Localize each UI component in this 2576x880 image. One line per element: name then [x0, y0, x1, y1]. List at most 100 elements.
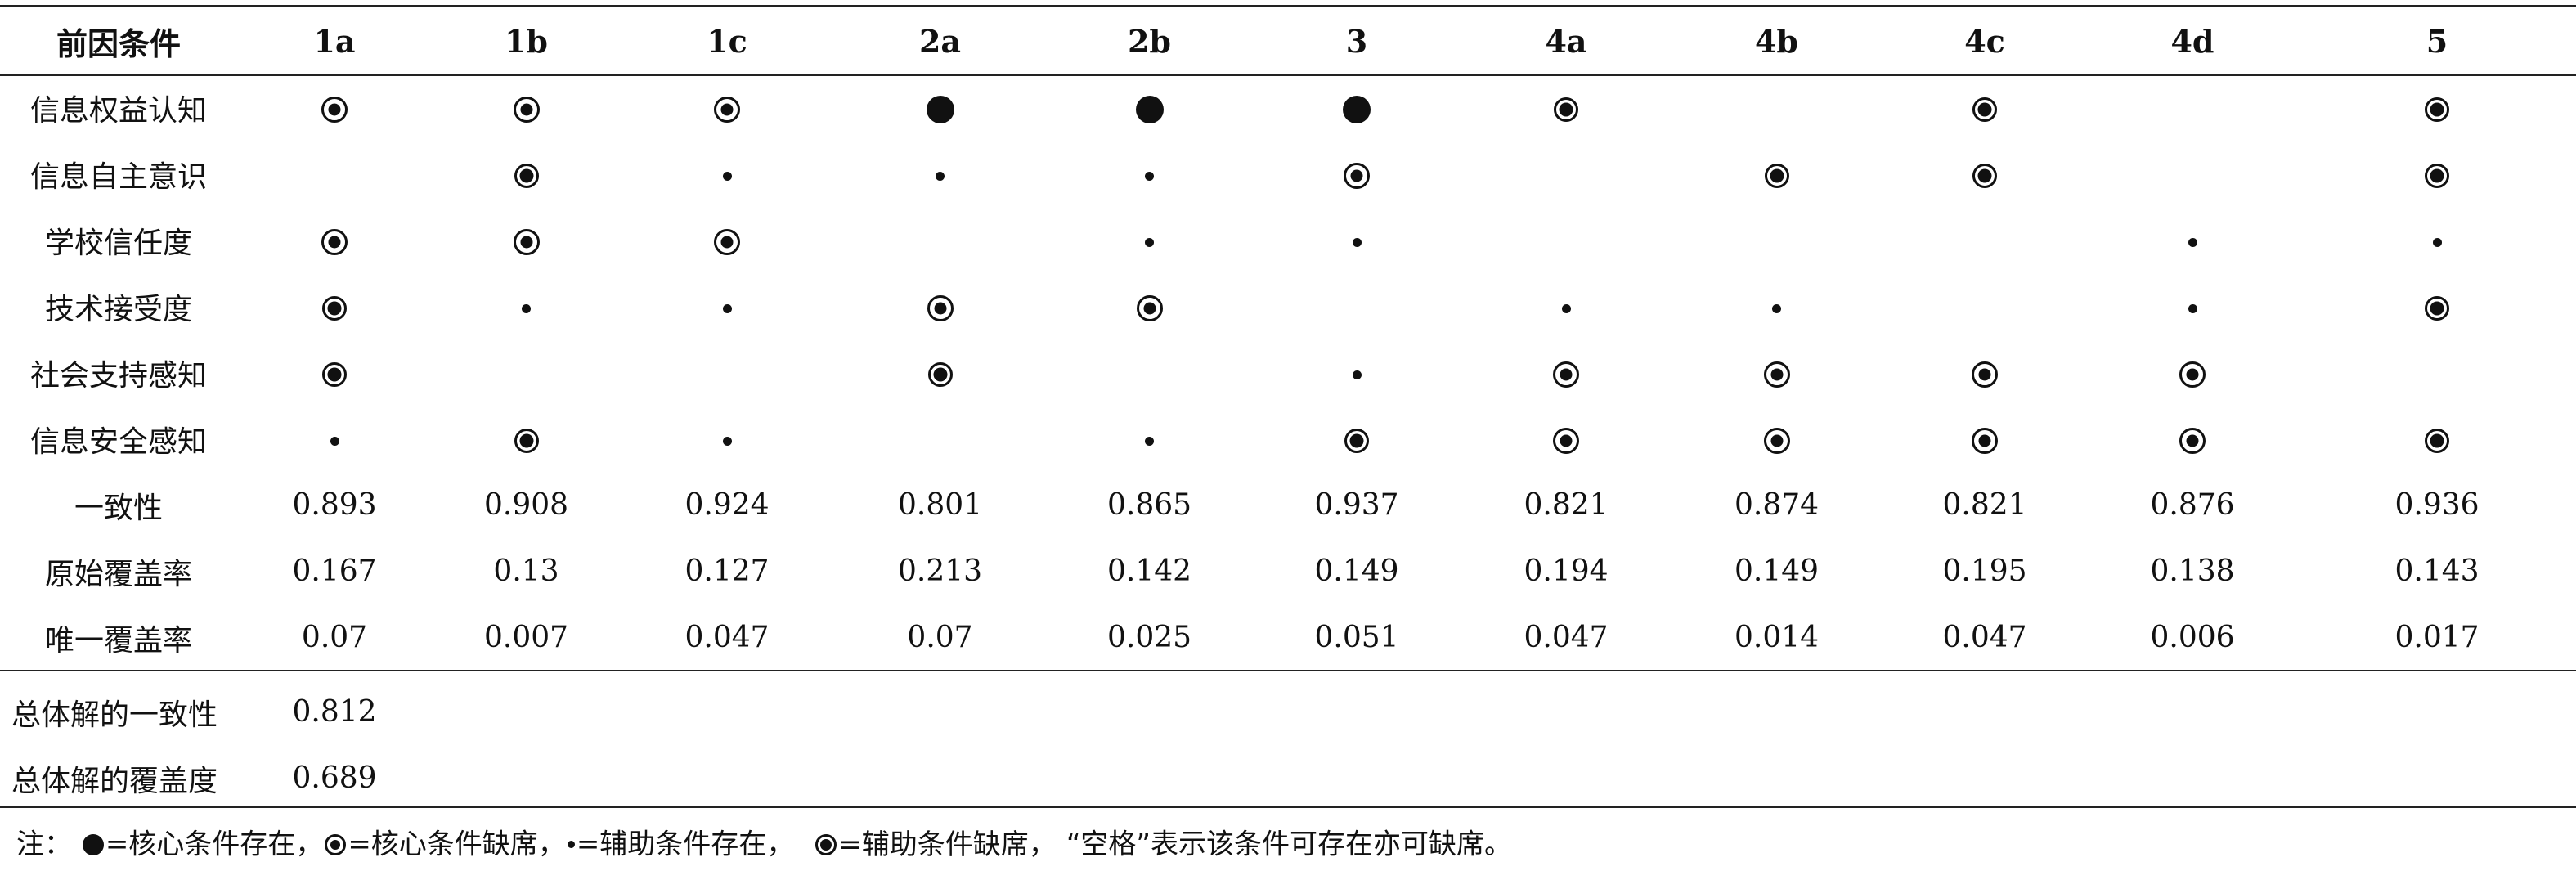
metric-value: 0.936 — [2394, 488, 2480, 522]
peripheral-present-icon — [1352, 237, 1362, 247]
metric-value: 0.194 — [1524, 554, 1609, 588]
header-label: 前因条件 — [56, 25, 181, 62]
peripheral-absent-icon — [1972, 97, 1997, 122]
core-absent-icon — [927, 295, 954, 321]
condition-cell — [1047, 339, 1252, 406]
summary-value: 0.689 — [292, 761, 377, 795]
peripheral-absent-icon — [2425, 429, 2449, 453]
peripheral-absent-icon — [514, 429, 539, 453]
condition-cell — [432, 207, 621, 273]
condition-cell — [2087, 339, 2298, 406]
condition-cell — [621, 74, 833, 141]
peripheral-present-icon — [2188, 237, 2197, 247]
condition-cell — [621, 207, 833, 273]
peripheral-absent-icon — [2425, 164, 2449, 188]
condition-cell — [1047, 273, 1252, 339]
peripheral-absent-icon — [1764, 164, 1789, 188]
metric-label: 一致性 — [74, 491, 163, 525]
condition-cell — [1252, 74, 1461, 141]
peripheral-absent-icon — [322, 296, 347, 321]
empty-cell — [833, 679, 1047, 745]
metric-value: 0.142 — [1106, 554, 1192, 588]
summary-gap — [0, 671, 2576, 679]
metric-value: 0.047 — [1524, 621, 1609, 654]
core-absent-icon — [1763, 361, 1790, 388]
empty-cell — [1883, 745, 2087, 811]
core-absent-icon — [1972, 361, 1998, 388]
condition-cell — [1252, 207, 1461, 273]
metric-row: 原始覆盖率 0.167 0.13 0.127 0.213 0.142 0.149 0.194 0… — [0, 538, 2576, 604]
note-legend-text: =辅助条件存在， — [576, 828, 795, 861]
metric-row: 唯一覆盖率 0.07 0.007 0.047 0.07 0.025 0.051 0.047 0.… — [0, 604, 2576, 671]
peripheral-present-icon — [522, 303, 531, 313]
note-prefix: 注： — [16, 828, 72, 861]
peripheral-absent-icon — [1972, 164, 1997, 188]
metric-value: 0.821 — [1524, 488, 1609, 522]
condition-cell — [621, 141, 833, 207]
condition-cell — [1671, 406, 1883, 472]
core-absent-icon — [1136, 295, 1163, 321]
condition-cell — [1047, 207, 1252, 273]
configuration-table: 前因条件 1a 1b 1c 2a 2b 3 4a 4b 4c 4d 5 信息权益认知 信息自主意识 学校… — [0, 7, 2576, 811]
metric-value: 0.874 — [1734, 488, 1820, 522]
core-absent-icon — [714, 229, 740, 255]
summary-value: 0.812 — [292, 695, 377, 729]
metric-value: 0.047 — [1942, 621, 2027, 654]
condition-cell — [1671, 141, 1883, 207]
condition-cell — [1671, 339, 1883, 406]
core-present-icon — [1135, 96, 1164, 123]
condition-cell — [2087, 207, 2298, 273]
condition-cell — [2298, 406, 2576, 472]
peripheral-present-icon — [722, 436, 732, 446]
core-present-icon — [1343, 96, 1371, 123]
core-absent-icon — [325, 833, 347, 855]
condition-cell — [1883, 74, 2087, 141]
header-row: 前因条件 1a 1b 1c 2a 2b 3 4a 4b 4c 4d 5 — [0, 7, 2576, 74]
condition-cell — [1883, 273, 2087, 339]
peripheral-present-icon — [1352, 370, 1362, 379]
condition-row: 社会支持感知 — [0, 339, 2576, 406]
peripheral-present-icon — [722, 171, 732, 181]
condition-cell — [621, 339, 833, 406]
empty-cell — [1461, 679, 1671, 745]
empty-cell — [432, 745, 621, 811]
condition-label: 技术接受度 — [44, 292, 192, 326]
condition-row: 信息自主意识 — [0, 141, 2576, 207]
summary-row: 总体解的覆盖度 0.689 — [0, 745, 2576, 811]
condition-cell — [1461, 339, 1671, 406]
condition-cell — [621, 406, 833, 472]
condition-cell — [432, 406, 621, 472]
condition-cell — [237, 207, 432, 273]
metric-value: 0.149 — [1314, 554, 1399, 588]
empty-cell — [1047, 679, 1252, 745]
condition-cell — [432, 273, 621, 339]
column-header-4d: 4d — [2170, 22, 2215, 60]
condition-cell — [833, 207, 1047, 273]
condition-cell — [1252, 273, 1461, 339]
empty-cell — [1252, 745, 1461, 811]
peripheral-absent-icon — [815, 833, 837, 855]
metric-value: 0.047 — [684, 621, 770, 654]
summary-row: 总体解的一致性 0.812 — [0, 679, 2576, 745]
metric-value: 0.014 — [1734, 621, 1820, 654]
condition-cell — [833, 74, 1047, 141]
condition-cell — [1883, 141, 2087, 207]
metric-value: 0.007 — [483, 621, 569, 654]
condition-cell — [2298, 273, 2576, 339]
empty-cell — [1883, 679, 2087, 745]
metric-value: 0.13 — [493, 554, 559, 588]
core-absent-icon — [321, 229, 348, 255]
condition-cell — [1461, 74, 1671, 141]
peripheral-absent-icon — [322, 362, 347, 387]
metric-value: 0.025 — [1106, 621, 1192, 654]
empty-cell — [2298, 745, 2576, 811]
metric-value: 0.127 — [684, 554, 770, 588]
column-header-4c: 4c — [1964, 22, 2005, 60]
condition-cell — [237, 273, 432, 339]
condition-label: 信息自主意识 — [29, 159, 207, 194]
condition-cell — [833, 339, 1047, 406]
column-header-1a: 1a — [313, 22, 356, 60]
metric-value: 0.865 — [1106, 488, 1192, 522]
condition-cell — [833, 141, 1047, 207]
empty-cell — [621, 679, 833, 745]
